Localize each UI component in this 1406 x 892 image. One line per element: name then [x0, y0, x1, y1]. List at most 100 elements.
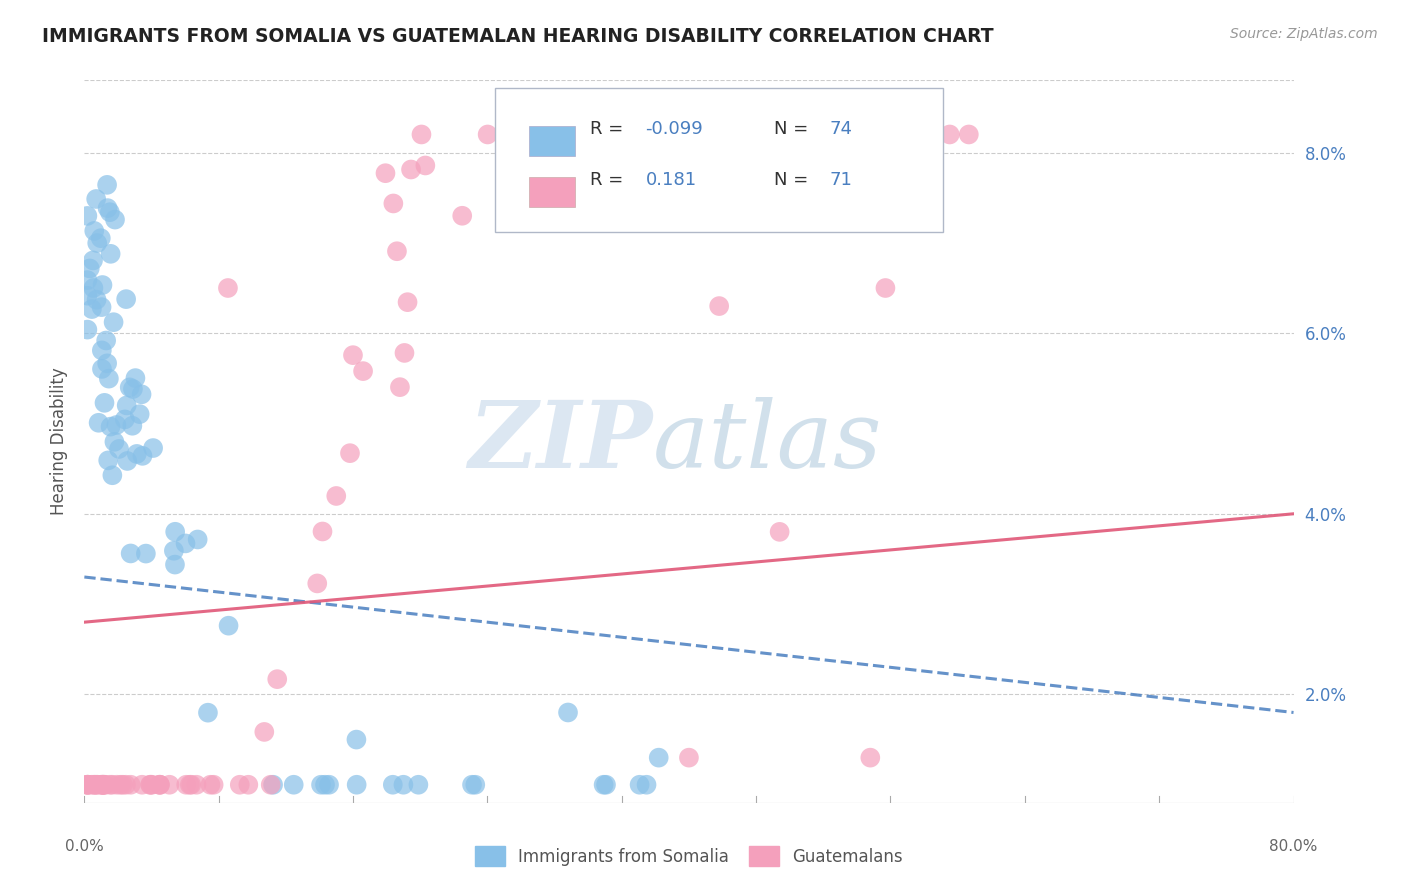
Point	[101, 468, 124, 483]
Point	[97, 201, 120, 215]
Point	[97, 371, 120, 385]
Point	[392, 778, 415, 792]
Point	[105, 417, 128, 432]
Point	[96, 356, 118, 370]
Point	[325, 489, 347, 503]
Point	[86, 778, 108, 792]
Point	[76, 209, 98, 223]
Point	[703, 128, 725, 142]
Point	[115, 292, 138, 306]
Point	[103, 434, 125, 449]
Point	[346, 778, 368, 792]
Text: 71: 71	[830, 171, 852, 189]
Point	[135, 547, 157, 561]
Point	[381, 778, 404, 792]
Point	[165, 524, 187, 539]
Point	[557, 706, 579, 720]
Point	[859, 750, 882, 764]
Point	[174, 778, 197, 792]
Point	[76, 778, 98, 792]
Text: IMMIGRANTS FROM SOMALIA VS GUATEMALAN HEARING DISABILITY CORRELATION CHART: IMMIGRANTS FROM SOMALIA VS GUATEMALAN HE…	[42, 27, 994, 45]
Point	[218, 618, 240, 632]
Point	[339, 446, 361, 460]
Bar	[529, 177, 575, 207]
Point	[309, 778, 332, 792]
Point	[91, 778, 114, 792]
Point	[141, 778, 163, 792]
Point	[591, 128, 613, 142]
Point	[76, 778, 98, 792]
Point	[477, 128, 499, 142]
Point	[131, 449, 153, 463]
Point	[139, 778, 162, 792]
FancyBboxPatch shape	[495, 87, 943, 232]
Point	[394, 346, 416, 360]
Point	[96, 178, 118, 192]
Point	[346, 732, 368, 747]
Point	[128, 407, 150, 421]
Point	[80, 778, 103, 792]
Y-axis label: Hearing Disability: Hearing Disability	[49, 368, 67, 516]
Point	[217, 281, 239, 295]
Point	[159, 778, 181, 792]
Point	[149, 778, 172, 792]
Point	[91, 778, 114, 792]
Point	[142, 441, 165, 455]
Point	[90, 778, 112, 792]
Point	[678, 750, 700, 764]
Point	[86, 235, 108, 250]
Point	[86, 293, 108, 307]
Point	[120, 546, 142, 560]
Point	[103, 315, 125, 329]
Point	[96, 334, 118, 348]
Point	[94, 778, 117, 792]
Point	[104, 212, 127, 227]
Point	[266, 672, 288, 686]
Point	[318, 778, 340, 792]
Point	[83, 224, 105, 238]
Point	[120, 778, 142, 792]
Point	[186, 778, 208, 792]
Text: R =: R =	[589, 171, 628, 189]
Point	[342, 348, 364, 362]
Point	[90, 300, 112, 314]
Point	[197, 706, 219, 720]
Point	[396, 295, 419, 310]
Point	[105, 778, 128, 792]
Point	[110, 778, 132, 792]
Point	[938, 128, 960, 142]
Text: -0.099: -0.099	[645, 120, 703, 138]
Point	[799, 128, 821, 142]
Text: 74: 74	[830, 120, 852, 138]
Text: 0.181: 0.181	[645, 171, 696, 189]
Point	[179, 778, 201, 792]
Point	[93, 396, 115, 410]
Bar	[529, 127, 575, 156]
Point	[139, 778, 162, 792]
Point	[283, 778, 305, 792]
Point	[91, 778, 114, 792]
Legend: Immigrants from Somalia, Guatemalans: Immigrants from Somalia, Guatemalans	[467, 838, 911, 874]
Point	[98, 205, 121, 219]
Point	[957, 128, 980, 142]
Point	[540, 128, 562, 142]
Point	[86, 778, 108, 792]
Text: N =: N =	[773, 171, 814, 189]
Point	[79, 261, 101, 276]
Point	[260, 778, 283, 792]
Point	[91, 362, 114, 376]
Point	[163, 543, 186, 558]
Point	[124, 371, 146, 385]
Point	[307, 576, 329, 591]
Point	[108, 442, 131, 456]
Point	[77, 778, 100, 792]
Point	[636, 778, 658, 792]
Text: ZIP: ZIP	[468, 397, 652, 486]
Point	[385, 244, 408, 259]
Point	[122, 382, 145, 396]
Point	[174, 536, 197, 550]
Point	[97, 453, 120, 467]
Point	[100, 419, 122, 434]
Text: R =: R =	[589, 120, 628, 138]
Point	[388, 380, 411, 394]
